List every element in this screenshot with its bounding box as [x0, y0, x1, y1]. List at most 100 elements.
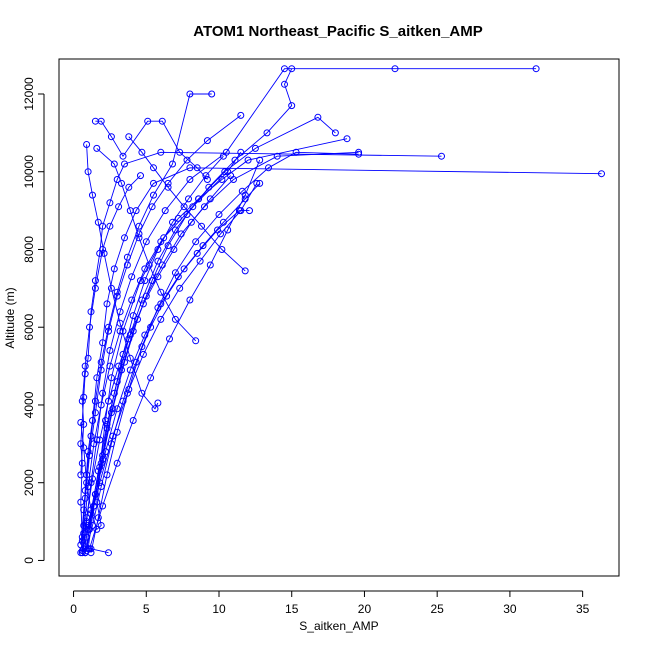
- data-point: [224, 168, 232, 176]
- data-point: [438, 152, 445, 160]
- data-point: [166, 335, 173, 343]
- data-point: [157, 300, 165, 308]
- series-line: [87, 183, 258, 530]
- data-point: [128, 296, 136, 304]
- x-tick-label: 5: [143, 602, 150, 616]
- data-point: [201, 203, 208, 211]
- data-point: [81, 543, 89, 551]
- data-point: [91, 277, 99, 285]
- data-point: [355, 148, 363, 156]
- x-tick-label: 10: [212, 602, 226, 616]
- series-line: [80, 175, 141, 475]
- data-point: [107, 374, 115, 382]
- data-point: [123, 261, 131, 269]
- data-point: [99, 246, 107, 253]
- data-point: [206, 261, 214, 269]
- data-point: [87, 432, 95, 440]
- data-point: [154, 246, 162, 253]
- data-point: [314, 113, 322, 121]
- data-point: [97, 522, 105, 529]
- data-point: [99, 389, 107, 397]
- data-point: [186, 296, 194, 304]
- data-point: [150, 179, 157, 187]
- data-point: [138, 343, 146, 351]
- data-point: [110, 389, 118, 397]
- data-point: [113, 405, 121, 413]
- data-point: [97, 358, 105, 366]
- data-point: [99, 502, 107, 510]
- data-point: [244, 156, 252, 164]
- data-point: [598, 170, 605, 178]
- series-line: [83, 68, 537, 549]
- data-point: [126, 366, 134, 374]
- data-point: [115, 362, 123, 370]
- data-point: [80, 393, 88, 401]
- data-point: [185, 195, 192, 203]
- data-point: [110, 265, 118, 273]
- data-point: [154, 273, 162, 281]
- data-point: [126, 331, 134, 339]
- series-line: [81, 115, 242, 542]
- data-point: [206, 195, 214, 203]
- data-point: [186, 90, 194, 98]
- data-point: [171, 315, 179, 323]
- data-point: [164, 242, 172, 250]
- data-point: [237, 111, 245, 119]
- data-point: [77, 419, 85, 426]
- data-point: [161, 207, 169, 215]
- data-point: [93, 144, 101, 152]
- data-point: [253, 179, 261, 187]
- data-point: [86, 323, 93, 331]
- data-point: [186, 176, 194, 183]
- data-point: [106, 222, 114, 230]
- data-point: [105, 327, 112, 335]
- data-point: [203, 137, 211, 145]
- series-line: [80, 155, 224, 531]
- data-point: [273, 152, 281, 160]
- data-point: [103, 300, 111, 308]
- data-point: [170, 246, 178, 253]
- data-point: [180, 265, 188, 273]
- data-point: [126, 207, 134, 215]
- series-line: [84, 152, 242, 554]
- data-point: [80, 506, 88, 514]
- data-point: [164, 183, 172, 191]
- data-point: [97, 366, 105, 374]
- series-line: [95, 120, 208, 180]
- data-point: [160, 234, 168, 242]
- data-point: [93, 525, 101, 533]
- data-point: [106, 347, 114, 354]
- series-line: [96, 148, 197, 342]
- data-point: [77, 541, 85, 549]
- data-point: [81, 494, 89, 502]
- data-point: [81, 362, 89, 370]
- data-point: [256, 156, 264, 164]
- data-point: [532, 65, 540, 73]
- data-point: [128, 273, 136, 281]
- x-tick-label: 20: [358, 602, 372, 616]
- data-point: [148, 203, 156, 211]
- data-point: [77, 498, 85, 506]
- data-point: [169, 160, 176, 168]
- data-point: [263, 129, 271, 137]
- data-point: [174, 273, 182, 281]
- data-point: [192, 238, 200, 246]
- data-point: [110, 160, 118, 168]
- data-point: [169, 218, 176, 226]
- data-point: [281, 65, 288, 73]
- data-point: [193, 249, 201, 257]
- y-tick-label: 12000: [22, 77, 36, 111]
- series-line: [83, 138, 348, 534]
- data-point: [134, 315, 141, 323]
- data-point: [89, 191, 96, 199]
- data-point: [246, 207, 253, 215]
- data-point: [78, 549, 86, 557]
- data-point: [202, 172, 210, 180]
- data-point: [183, 156, 191, 164]
- data-point: [116, 319, 124, 327]
- data-point: [157, 315, 165, 323]
- data-point: [199, 242, 207, 250]
- data-point: [84, 448, 92, 456]
- data-point: [198, 222, 205, 230]
- data-point: [125, 385, 133, 393]
